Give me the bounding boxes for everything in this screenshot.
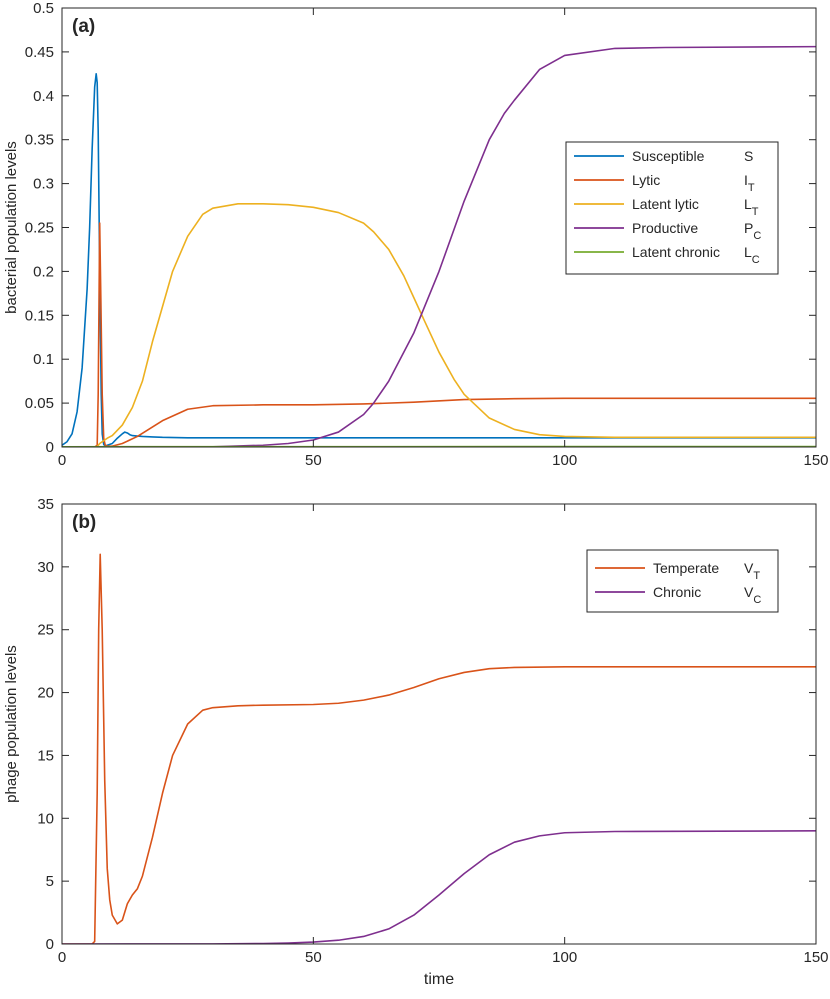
legend-entry-label: Temperate bbox=[653, 560, 719, 576]
x-tick-label: 100 bbox=[552, 949, 577, 966]
series-line-latent-lytic bbox=[62, 202, 816, 447]
y-tick-label: 0 bbox=[46, 439, 54, 456]
x-tick-label: 0 bbox=[58, 452, 66, 469]
series-line-productive bbox=[62, 45, 816, 447]
legend-entry-symbol: IT bbox=[744, 172, 755, 194]
panel-b-x-axis-label: time bbox=[424, 971, 454, 988]
panel-a-x-ticks: 0 50 100 150 bbox=[58, 8, 829, 469]
legend-entry-label: Susceptible bbox=[632, 148, 705, 164]
y-tick-label: 25 bbox=[37, 622, 54, 639]
legend-entry-symbol: S bbox=[744, 148, 753, 164]
y-tick-label: 15 bbox=[37, 747, 54, 764]
legend-entry-label: Latent chronic bbox=[632, 244, 720, 260]
x-tick-label: 150 bbox=[803, 452, 828, 469]
y-tick-label: 5 bbox=[46, 873, 54, 890]
x-tick-label: 50 bbox=[305, 452, 322, 469]
panel-b-y-axis-label: phage population levels bbox=[3, 645, 20, 803]
panel-a-y-axis-label: bacterial population levels bbox=[3, 141, 20, 314]
y-tick-label: 0.35 bbox=[25, 132, 54, 149]
x-tick-label: 0 bbox=[58, 949, 66, 966]
x-tick-label: 150 bbox=[803, 949, 828, 966]
y-tick-label: 0.45 bbox=[25, 44, 54, 61]
y-tick-label: 10 bbox=[37, 810, 54, 827]
y-tick-label: 0.1 bbox=[33, 351, 54, 368]
panel-b: 0 50 100 150 0 5 10 15 20 25 30 35 phage populatio… bbox=[3, 496, 829, 988]
series-line-temperate bbox=[62, 553, 816, 944]
y-tick-label: 0.2 bbox=[33, 263, 54, 280]
series-line-chronic bbox=[62, 830, 816, 944]
panel-b-axes-box bbox=[61, 503, 817, 945]
y-tick-label: 30 bbox=[37, 559, 54, 576]
x-tick-label: 50 bbox=[305, 949, 322, 966]
legend-entry-label: Productive bbox=[632, 220, 698, 236]
series-line-lytic bbox=[62, 222, 816, 447]
y-tick-label: 35 bbox=[37, 496, 54, 513]
panel-b-y-ticks: 0 5 10 15 20 25 30 35 bbox=[37, 496, 816, 953]
legend-entry-label: Lytic bbox=[632, 172, 660, 188]
panel-a-label: (a) bbox=[72, 16, 95, 37]
legend-entry-label: Chronic bbox=[653, 584, 701, 600]
x-tick-label: 100 bbox=[552, 452, 577, 469]
panel-a-y-ticks: 0 0.05 0.1 0.15 0.2 0.25 0.3 0.35 0.4 0.45 0.5 bbox=[25, 0, 816, 456]
y-tick-label: 0.15 bbox=[25, 307, 54, 324]
legend-entry-label: Latent lytic bbox=[632, 196, 699, 212]
panel-b-series bbox=[62, 553, 816, 944]
panel-b-x-ticks: 0 50 100 150 bbox=[58, 504, 829, 966]
panel-b-label: (b) bbox=[72, 512, 96, 533]
y-tick-label: 0.3 bbox=[33, 176, 54, 193]
legend-box bbox=[586, 549, 779, 613]
panel-a: 0 50 100 150 00.050.10.150.20.250.30.350.40… bbox=[3, 0, 829, 469]
y-tick-label: 0.5 bbox=[33, 0, 54, 17]
y-tick-label: 0.25 bbox=[25, 220, 54, 237]
y-tick-label: 0 bbox=[46, 936, 54, 953]
y-tick-label: 0.05 bbox=[25, 395, 54, 412]
y-tick-label: 0.4 bbox=[33, 88, 54, 105]
y-tick-label: 20 bbox=[37, 685, 54, 702]
